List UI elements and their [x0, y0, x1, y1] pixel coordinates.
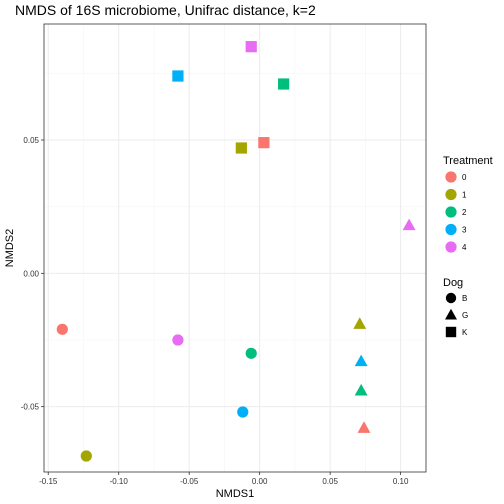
- data-point-t2-b: [245, 347, 257, 359]
- chart-title: NMDS of 16S microbiome, Unifrac distance…: [15, 2, 316, 18]
- data-point-t2-k: [278, 78, 290, 90]
- color-legend-label: 0: [462, 173, 467, 182]
- data-point-t0-b: [56, 323, 68, 335]
- y-axis-title: NMDS2: [4, 229, 16, 268]
- data-point-t0-k: [258, 137, 270, 149]
- shape-legend-label: B: [462, 294, 467, 303]
- panel-border: [43, 23, 427, 473]
- color-legend-label: 3: [462, 226, 467, 235]
- shape-legend-key: [445, 308, 457, 320]
- x-tick-label: -0.05: [180, 477, 199, 486]
- color-legend-label: 4: [462, 243, 467, 252]
- x-tick-label: -0.15: [39, 477, 58, 486]
- data-point-t4-b: [172, 334, 184, 346]
- x-tick-label: -0.10: [110, 477, 129, 486]
- x-tick-label: 0.00: [252, 477, 268, 486]
- x-axis-title: NMDS1: [216, 488, 255, 500]
- data-point-t3-g: [354, 354, 368, 367]
- shape-legend-label: G: [462, 311, 468, 320]
- shape-legend-label: K: [462, 328, 468, 337]
- data-point-t3-k: [172, 70, 184, 82]
- data-point-t1-g: [353, 317, 367, 329]
- shape-legend-key: [445, 326, 457, 338]
- color-legend-key: [445, 171, 457, 183]
- color-legend-key: [445, 206, 457, 218]
- x-tick-label: 0.10: [393, 477, 409, 486]
- color-legend-key: [445, 241, 457, 253]
- legend: Treatment Dog 0 1 2 3 4 BGK: [443, 155, 493, 338]
- data-point-t3-b: [237, 406, 249, 418]
- color-legend-label: 1: [462, 191, 467, 200]
- data-point-t1-b: [80, 450, 92, 462]
- plot-panel: -0.15 -0.10 -0.05 0.00 0.05 0.10 -0.05 0.00 0.05: [21, 23, 427, 486]
- data-point-t4-k: [245, 41, 257, 53]
- y-tick-label: 0.00: [23, 269, 39, 278]
- data-point-t4-g: [402, 218, 416, 231]
- shape-legend-key: [445, 292, 457, 304]
- y-tick-label: 0.05: [23, 136, 39, 145]
- y-tick-label: -0.05: [21, 403, 40, 412]
- data-point-t2-g: [354, 383, 368, 396]
- color-legend-key: [445, 223, 457, 236]
- shape-legend-title: Dog: [443, 277, 463, 289]
- color-legend-label: 2: [462, 208, 467, 217]
- color-legend-title: Treatment: [443, 155, 493, 167]
- x-tick-label: 0.05: [322, 477, 338, 486]
- data-point-t1-k: [235, 142, 247, 154]
- data-point-t0-g: [357, 421, 371, 433]
- color-legend-key: [445, 188, 457, 201]
